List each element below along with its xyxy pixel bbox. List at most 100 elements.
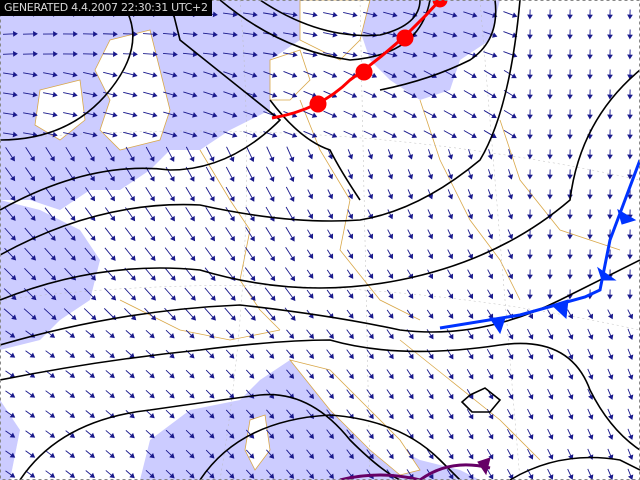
wind-arrow-head — [268, 453, 275, 459]
wind-arrow-head — [507, 213, 514, 220]
wind-arrow-head — [248, 453, 255, 459]
wind-arrow-head — [10, 235, 16, 241]
wind-arrow-head — [388, 273, 394, 280]
wind-arrow-head — [488, 434, 494, 440]
wind-arrow-head — [250, 295, 256, 301]
wind-arrow-head — [388, 413, 394, 420]
wind-arrow-head — [192, 72, 198, 78]
wind-arrow-head — [511, 12, 518, 18]
wind-arrow-head — [471, 133, 477, 139]
wind-arrow-head — [269, 255, 275, 262]
wind-arrow-head — [49, 155, 55, 162]
wind-arrow-head — [427, 233, 434, 240]
wind-arrow-head — [308, 273, 314, 279]
wind-arrow-head — [547, 54, 553, 60]
wind-arrow-head — [291, 72, 298, 78]
wind-arrow-head — [50, 235, 56, 241]
wind-arrow-head — [387, 173, 394, 180]
wind-arrow-head — [89, 392, 95, 399]
wind-arrow-head — [289, 176, 295, 183]
wind-arrow-head — [192, 51, 198, 58]
wind-arrow-head — [209, 235, 215, 242]
wind-arrow-head — [69, 156, 75, 162]
wind-arrow-head — [249, 196, 255, 202]
wind-arrow-head — [229, 353, 235, 359]
wind-arrow-head — [189, 196, 195, 202]
wind-arrow-head — [150, 255, 156, 261]
wind-arrow-head — [548, 474, 554, 480]
wind-arrow-head — [149, 372, 155, 379]
wind-arrow-head — [328, 353, 334, 360]
wind-arrow-head — [89, 175, 95, 182]
wind-arrow-head — [627, 174, 633, 180]
wind-arrow-head — [368, 433, 374, 440]
wind-arrow-head — [288, 353, 295, 359]
wind-arrow-head — [607, 214, 613, 220]
wind-arrow-head — [328, 333, 334, 340]
wind-arrow-head — [391, 112, 398, 118]
wind-arrow-head — [527, 234, 533, 240]
wind-arrow-head — [488, 334, 494, 340]
wind-arrow-head — [312, 11, 318, 18]
wind-arrow-head — [487, 174, 494, 180]
wind-arrow-head — [448, 473, 454, 480]
wind-arrow-head — [152, 132, 158, 138]
wind-arrow-head — [150, 275, 156, 281]
wind-arrow-head — [12, 111, 18, 118]
wind-arrow-head — [288, 433, 295, 439]
wind-arrow-head — [169, 413, 175, 419]
wind-arrow-head — [90, 314, 97, 321]
wind-arrow-head — [251, 92, 258, 98]
wind-arrow-head — [528, 374, 534, 380]
wind-arrow-head — [229, 333, 235, 339]
wind-arrow-head — [527, 114, 533, 120]
wind-arrow-head — [428, 333, 434, 340]
wind-arrow-head — [467, 154, 474, 160]
wind-arrow-head — [9, 472, 16, 478]
wind-arrow-head — [308, 233, 314, 240]
wind-arrow-head — [9, 392, 16, 398]
wind-arrow-head — [69, 372, 76, 378]
wind-arrow-head — [427, 174, 434, 180]
wind-arrow-head — [129, 392, 135, 399]
wind-arrow-head — [587, 214, 593, 220]
wind-arrow-head — [232, 72, 238, 78]
wind-arrow-head — [528, 414, 534, 420]
wind-arrow-head — [408, 453, 414, 460]
wind-arrow-head — [189, 433, 195, 439]
wind-arrow-head — [232, 132, 238, 138]
wind-arrow-head — [627, 74, 633, 80]
wind-arrow-head — [451, 132, 457, 139]
wind-arrow-head — [9, 432, 16, 438]
wind-arrow-head — [607, 294, 613, 300]
wind-arrow-head — [488, 454, 494, 460]
wind-arrow-head — [487, 194, 494, 200]
wind-arrow-head — [348, 273, 354, 279]
wind-arrow-head — [30, 195, 36, 202]
wind-arrow-head — [72, 131, 78, 138]
wind-arrow-head — [412, 52, 418, 58]
wind-arrow-head — [149, 452, 155, 459]
wind-arrow-head — [387, 193, 394, 200]
wind-arrow-head — [568, 374, 574, 380]
wind-arrow-head — [192, 132, 198, 138]
wind-arrow-head — [169, 333, 175, 339]
wind-arrow-head — [50, 255, 56, 261]
wind-arrow-head — [472, 32, 478, 38]
wind-arrow-head — [249, 255, 256, 262]
wind-arrow-head — [508, 394, 514, 400]
wind-arrow-head — [150, 295, 156, 301]
wind-arrow-head — [627, 14, 633, 20]
wind-arrow-head — [110, 215, 116, 222]
wind-arrow-head — [129, 332, 135, 339]
wind-arrow-head — [312, 51, 318, 58]
wind-arrow-head — [331, 72, 338, 78]
wind-arrow-head — [447, 213, 454, 220]
wind-arrow-head — [51, 314, 57, 320]
wind-arrow-head — [348, 233, 354, 240]
wind-arrow-head — [290, 275, 296, 282]
wind-arrow-head — [130, 255, 136, 261]
wind-arrow-head — [53, 51, 58, 57]
wind-arrow-head — [109, 352, 115, 359]
